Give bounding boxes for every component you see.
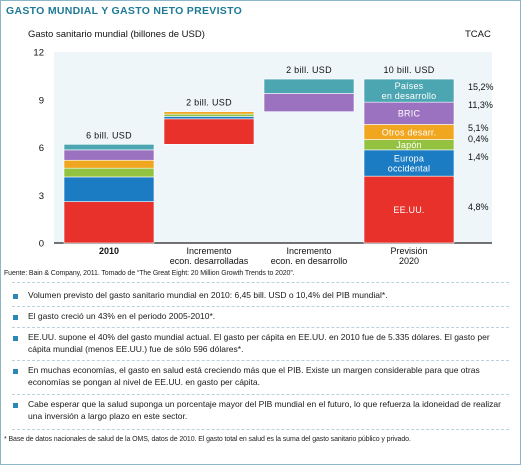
tcac-value-bric: 11,3%: [468, 100, 493, 110]
bar-segment-eeuu: [63, 201, 155, 244]
tcac-value-eeuu: 4,8%: [468, 202, 489, 212]
tcac-value-europa: 1,4%: [468, 152, 489, 162]
tcac-value-paises: 15,2%: [468, 82, 494, 92]
chart-title: GASTO MUNDIAL Y GASTO NETO PREVISTO: [6, 5, 243, 17]
tcac-header: TCAC: [465, 29, 491, 40]
stacked-bar-chart: Gasto sanitario mundial (billones de USD…: [28, 29, 494, 266]
tcac-value-otros: 5,1%: [468, 123, 489, 133]
bar-segment-bric: [63, 149, 155, 161]
bar-segment-japon: [63, 167, 155, 178]
segment-label-paises: en desarrollo: [382, 91, 437, 101]
segment-label-paises: Países: [395, 81, 424, 91]
separator: [12, 394, 509, 395]
bullet-item: EE.UU. supone el 40% del gasto mundial a…: [12, 332, 512, 355]
bar-segment-otros: [63, 159, 155, 169]
y-tick-label: 3: [39, 191, 44, 202]
bar-segment-europa: [363, 149, 455, 177]
x-category-label: Incremento: [286, 246, 331, 256]
bar-segment-bric: [263, 93, 355, 112]
segment-label-bric: BRIC: [398, 109, 421, 119]
bar-total-label: 10 bill. USD: [383, 65, 434, 75]
bullet-item: Volumen previsto del gasto sanitario mun…: [12, 290, 512, 302]
y-tick-label: 6: [39, 143, 44, 154]
tcac-value-japon: 0,4%: [468, 134, 489, 144]
separator: [12, 429, 509, 430]
bar-segment-paises: [63, 144, 155, 151]
bar-segment-eeuu: [163, 118, 255, 145]
footnote: * Base de datos nacionales de salud de l…: [4, 436, 411, 443]
y-axis-label: Gasto sanitario mundial (billones de USD…: [28, 29, 205, 40]
segment-label-eeuu: EE.UU.: [393, 205, 424, 215]
separator: [12, 306, 509, 307]
bar-segment-japon: [163, 113, 255, 117]
x-category-label: 2010: [99, 246, 119, 256]
y-tick-label: 0: [39, 239, 44, 250]
bar-total-label: 2 bill. USD: [286, 65, 332, 75]
bullet-item: El gasto creció un 43% en el periodo 200…: [12, 311, 512, 323]
separator: [12, 282, 509, 283]
bar-segment-eeuu: [363, 175, 455, 244]
x-category-label: econ. en desarrollo: [271, 256, 348, 266]
bar-segment-paises: [363, 78, 455, 103]
x-category-label: Previsión: [390, 246, 427, 256]
segment-label-europa: Europa: [394, 153, 424, 163]
separator: [12, 360, 509, 361]
bar-segment-europa: [63, 176, 155, 202]
y-tick-label: 9: [39, 95, 44, 106]
bar-total-label: 2 bill. USD: [186, 98, 232, 108]
segment-label-europa: occidental: [388, 163, 431, 173]
bar-segment-europa: [163, 116, 255, 120]
x-category-label: Incremento: [186, 246, 231, 256]
x-category-label: 2020: [399, 256, 419, 266]
segment-label-otros: Otros desarr.: [382, 127, 437, 137]
bar-segment-paises: [263, 78, 355, 94]
bar-total-label: 6 bill. USD: [86, 130, 132, 140]
separator: [12, 327, 509, 328]
y-tick-label: 12: [33, 48, 44, 59]
bullet-item: En muchas economías, el gasto en salud e…: [12, 365, 512, 388]
segment-label-japon: Japón: [396, 140, 422, 150]
x-category-label: econ. desarrolladas: [170, 256, 249, 266]
source-note: Fuente: Bain & Company, 2011. Tomado de …: [4, 270, 295, 277]
bullet-item: Cabe esperar que la salud suponga un por…: [12, 399, 512, 422]
bar-segment-otros: [163, 111, 255, 115]
